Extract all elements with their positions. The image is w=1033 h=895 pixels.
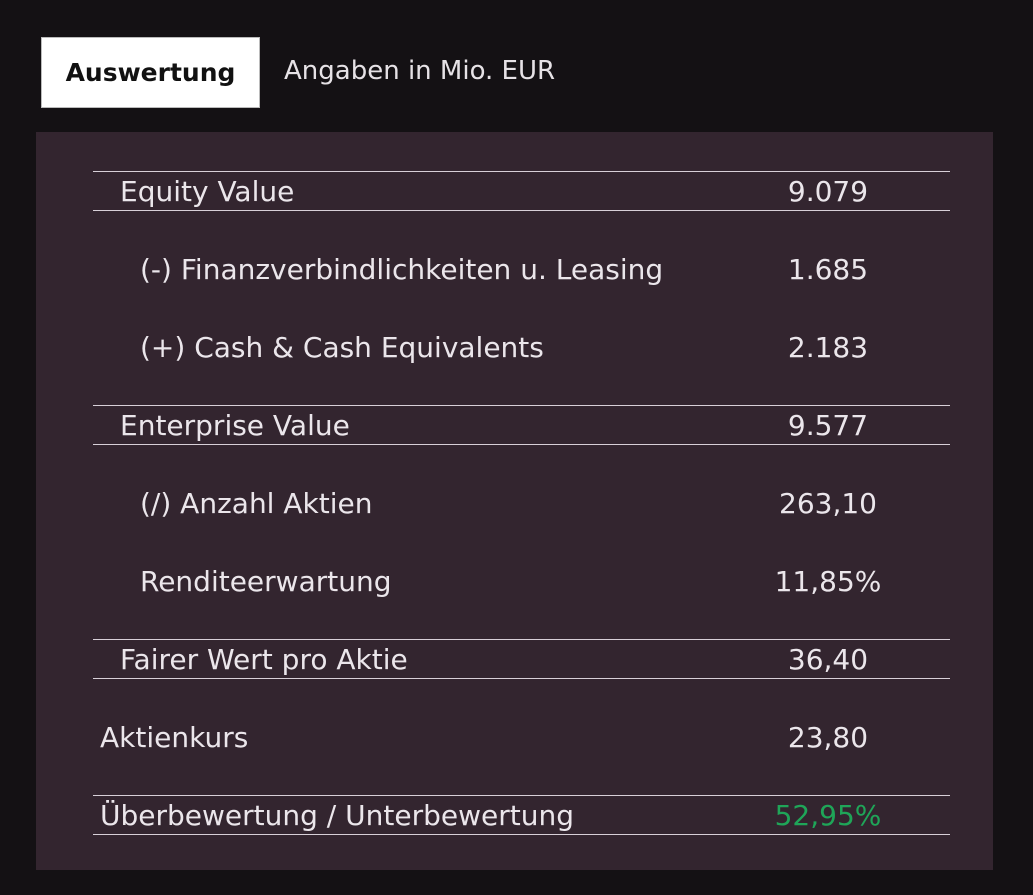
row-value: 9.577 <box>787 409 869 442</box>
tab[interactable]: Auswertung <box>41 37 260 108</box>
row-value: 23,80 <box>787 721 869 754</box>
row-value: 52,95% <box>774 799 882 832</box>
row-label: Fairer Wert pro Aktie <box>120 643 408 676</box>
row-label: Renditeerwartung <box>140 565 392 598</box>
row-value: 9.079 <box>787 175 869 208</box>
row-border <box>93 444 950 445</box>
row-label: (-) Finanzverbindlichkeiten u. Leasing <box>140 253 664 286</box>
row-border <box>93 678 950 679</box>
row-label: (+) Cash & Cash Equivalents <box>140 331 544 364</box>
row-value: 36,40 <box>787 643 869 676</box>
row-border <box>93 795 950 796</box>
row-value: 2.183 <box>787 331 869 364</box>
unit-note: Angaben in Mio. EUR <box>284 56 556 86</box>
row-border <box>93 834 950 835</box>
row-border <box>93 639 950 640</box>
row-border <box>93 210 950 211</box>
row-border <box>93 171 950 172</box>
row-label: (/) Anzahl Aktien <box>140 487 373 520</box>
row-label: Überbewertung / Unterbewertung <box>100 799 574 832</box>
row-label: Equity Value <box>120 175 295 208</box>
row-value: 1.685 <box>787 253 869 286</box>
result-table: Equity Value 9.079 (-) Finanzverbindlichke… <box>36 132 993 870</box>
row-label: Enterprise Value <box>120 409 350 442</box>
row-border <box>93 405 950 406</box>
row-label: Aktienkurs <box>100 721 249 754</box>
row-value: 11,85% <box>774 565 882 598</box>
row-value: 263,10 <box>779 487 877 520</box>
